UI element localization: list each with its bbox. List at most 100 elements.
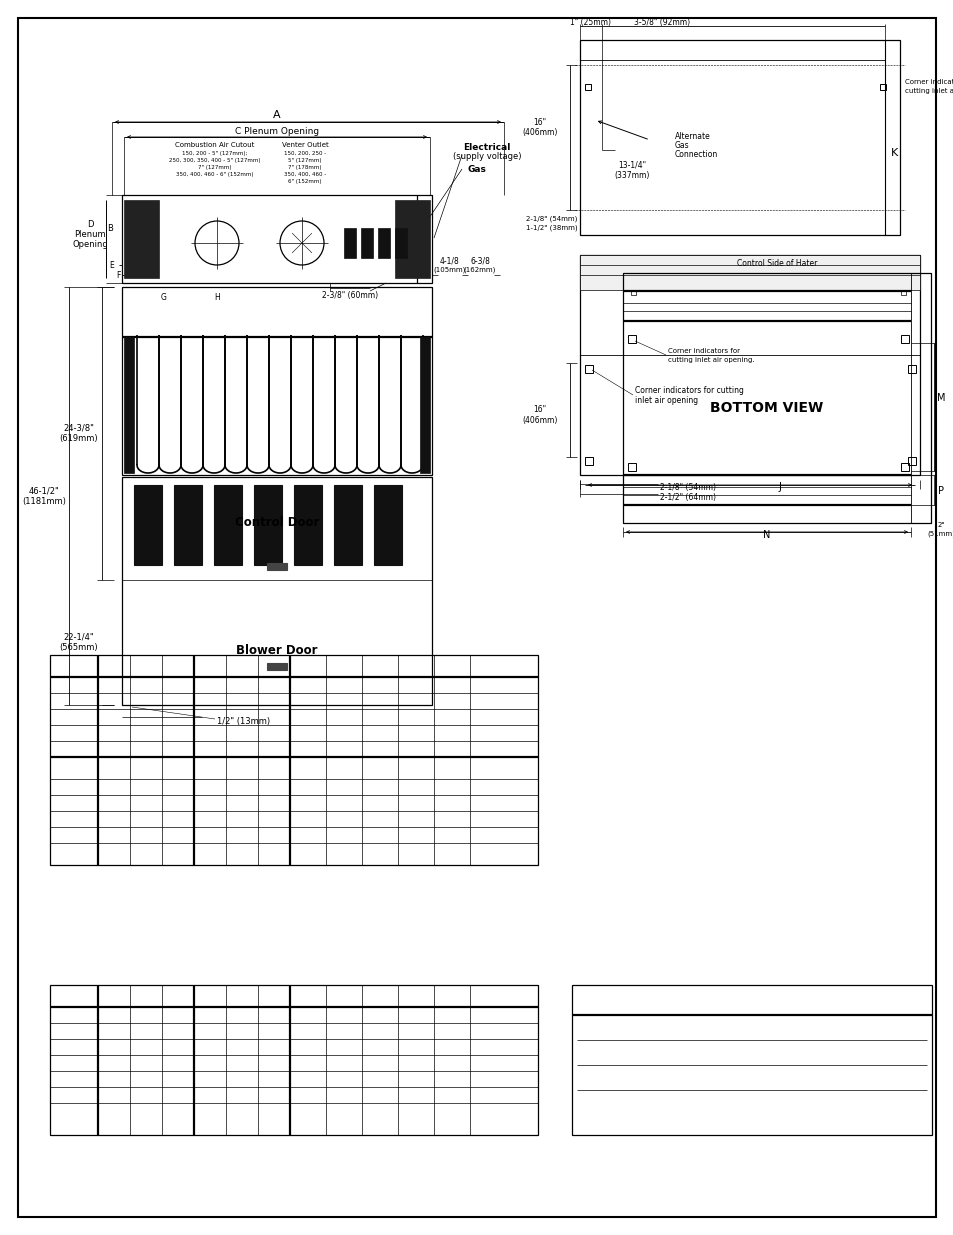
Text: 350, 400, 460 -: 350, 400, 460 - <box>284 172 326 177</box>
Text: 2": 2" <box>936 522 943 529</box>
Bar <box>907 366 915 373</box>
Text: Combustion Air Cutout: Combustion Air Cutout <box>175 142 254 148</box>
Text: 1/2" (13mm): 1/2" (13mm) <box>216 716 270 725</box>
Bar <box>374 485 401 564</box>
Text: cutting inlet air opening: cutting inlet air opening <box>904 88 953 94</box>
Text: 13-1/4"
(337mm): 13-1/4" (337mm) <box>614 161 649 180</box>
Text: 6-3/8: 6-3/8 <box>470 257 490 266</box>
Text: C Plenum Opening: C Plenum Opening <box>234 126 318 136</box>
Bar <box>173 485 202 564</box>
Text: 150, 200, 250 -: 150, 200, 250 - <box>284 151 326 156</box>
Text: G: G <box>161 293 167 301</box>
Text: Alternate: Alternate <box>675 131 710 141</box>
Text: 7" (178mm): 7" (178mm) <box>288 164 321 169</box>
Bar <box>377 228 390 258</box>
Text: (105mm): (105mm) <box>434 267 466 273</box>
Text: 1-1/2" (38mm): 1-1/2" (38mm) <box>526 225 578 231</box>
Text: Opening: Opening <box>72 240 108 248</box>
Text: (162mm): (162mm) <box>463 267 496 273</box>
Bar <box>579 254 919 290</box>
Text: 4-1/8: 4-1/8 <box>439 257 459 266</box>
Text: inlet air opening: inlet air opening <box>635 395 698 405</box>
Bar <box>419 337 430 473</box>
Bar <box>900 335 908 343</box>
Text: E: E <box>110 261 114 269</box>
Text: Corner indicators for: Corner indicators for <box>667 348 740 354</box>
Text: B: B <box>107 224 112 232</box>
Text: P: P <box>937 487 943 496</box>
Bar <box>253 485 282 564</box>
Bar <box>267 563 287 571</box>
Text: cutting inlet air opening.: cutting inlet air opening. <box>667 357 754 363</box>
Bar <box>360 228 373 258</box>
Text: 2-1/8" (54mm): 2-1/8" (54mm) <box>526 216 578 222</box>
Bar <box>122 477 432 705</box>
Bar <box>395 228 407 258</box>
Bar <box>50 655 537 864</box>
Bar <box>630 290 636 295</box>
Bar <box>344 228 355 258</box>
Text: Electrical: Electrical <box>463 142 510 152</box>
Bar <box>579 254 919 475</box>
Text: Blower Door: Blower Door <box>236 643 317 657</box>
Bar <box>584 366 593 373</box>
Bar <box>879 84 885 90</box>
Bar <box>907 457 915 466</box>
Bar <box>124 200 159 278</box>
Text: 46-1/2"
(1181mm): 46-1/2" (1181mm) <box>22 487 66 505</box>
Text: 3-5/8" (92mm): 3-5/8" (92mm) <box>634 17 689 26</box>
Text: 150, 200 - 5" (127mm);: 150, 200 - 5" (127mm); <box>182 151 248 156</box>
Text: 2-1/8" (54mm): 2-1/8" (54mm) <box>659 483 716 492</box>
Text: 6" (152mm): 6" (152mm) <box>288 179 321 184</box>
Bar <box>900 463 908 471</box>
Text: J: J <box>778 482 781 492</box>
Text: 24-3/8"
(619mm): 24-3/8" (619mm) <box>60 424 98 443</box>
Bar <box>267 663 287 671</box>
Text: 1" (25mm): 1" (25mm) <box>570 17 611 26</box>
Text: Corner indicators for cutting: Corner indicators for cutting <box>635 385 743 394</box>
Bar <box>124 337 133 473</box>
Bar <box>579 40 899 235</box>
Bar <box>122 287 432 475</box>
Text: K: K <box>890 147 898 158</box>
Bar <box>122 195 432 283</box>
Text: BOTTOM VIEW: BOTTOM VIEW <box>710 401 822 415</box>
Text: 5" (127mm): 5" (127mm) <box>288 158 321 163</box>
Text: Control Door: Control Door <box>234 515 319 529</box>
Bar <box>900 290 905 295</box>
Bar <box>294 485 322 564</box>
Bar <box>627 463 636 471</box>
Text: 16"
(406mm): 16" (406mm) <box>521 117 558 137</box>
Bar <box>622 273 930 522</box>
Text: 22-1/4"
(565mm): 22-1/4" (565mm) <box>60 632 98 652</box>
Text: Gas: Gas <box>467 164 486 173</box>
Bar <box>584 84 590 90</box>
Bar <box>910 273 930 522</box>
Text: Plenum: Plenum <box>74 230 106 238</box>
Text: 2-1/2" (64mm): 2-1/2" (64mm) <box>659 493 716 501</box>
Bar <box>572 986 931 1135</box>
Text: Corner indicators for: Corner indicators for <box>904 79 953 85</box>
Text: 7" (127mm): 7" (127mm) <box>198 164 232 169</box>
Text: 350, 400, 460 - 6" (152mm): 350, 400, 460 - 6" (152mm) <box>176 172 253 177</box>
Bar <box>584 457 593 466</box>
Text: (51mm): (51mm) <box>926 531 953 537</box>
Text: 250, 300, 350, 400 - 5" (127mm): 250, 300, 350, 400 - 5" (127mm) <box>169 158 260 163</box>
Text: Connection: Connection <box>675 149 718 158</box>
Text: Venter Outlet: Venter Outlet <box>281 142 328 148</box>
Text: M: M <box>936 393 944 403</box>
Text: Control Side of Hater: Control Side of Hater <box>736 258 817 268</box>
Text: D: D <box>87 220 93 228</box>
Bar <box>50 986 537 1135</box>
Text: F: F <box>115 270 120 279</box>
Text: 16"
(406mm): 16" (406mm) <box>521 405 558 425</box>
Bar <box>395 200 430 278</box>
Text: H: H <box>213 293 219 301</box>
Bar <box>334 485 361 564</box>
Bar <box>133 485 162 564</box>
Text: (supply voltage): (supply voltage) <box>453 152 520 161</box>
Text: 2-3/8" (60mm): 2-3/8" (60mm) <box>321 290 377 300</box>
Text: Gas: Gas <box>675 141 689 149</box>
Text: N: N <box>762 530 770 540</box>
Bar <box>213 485 242 564</box>
